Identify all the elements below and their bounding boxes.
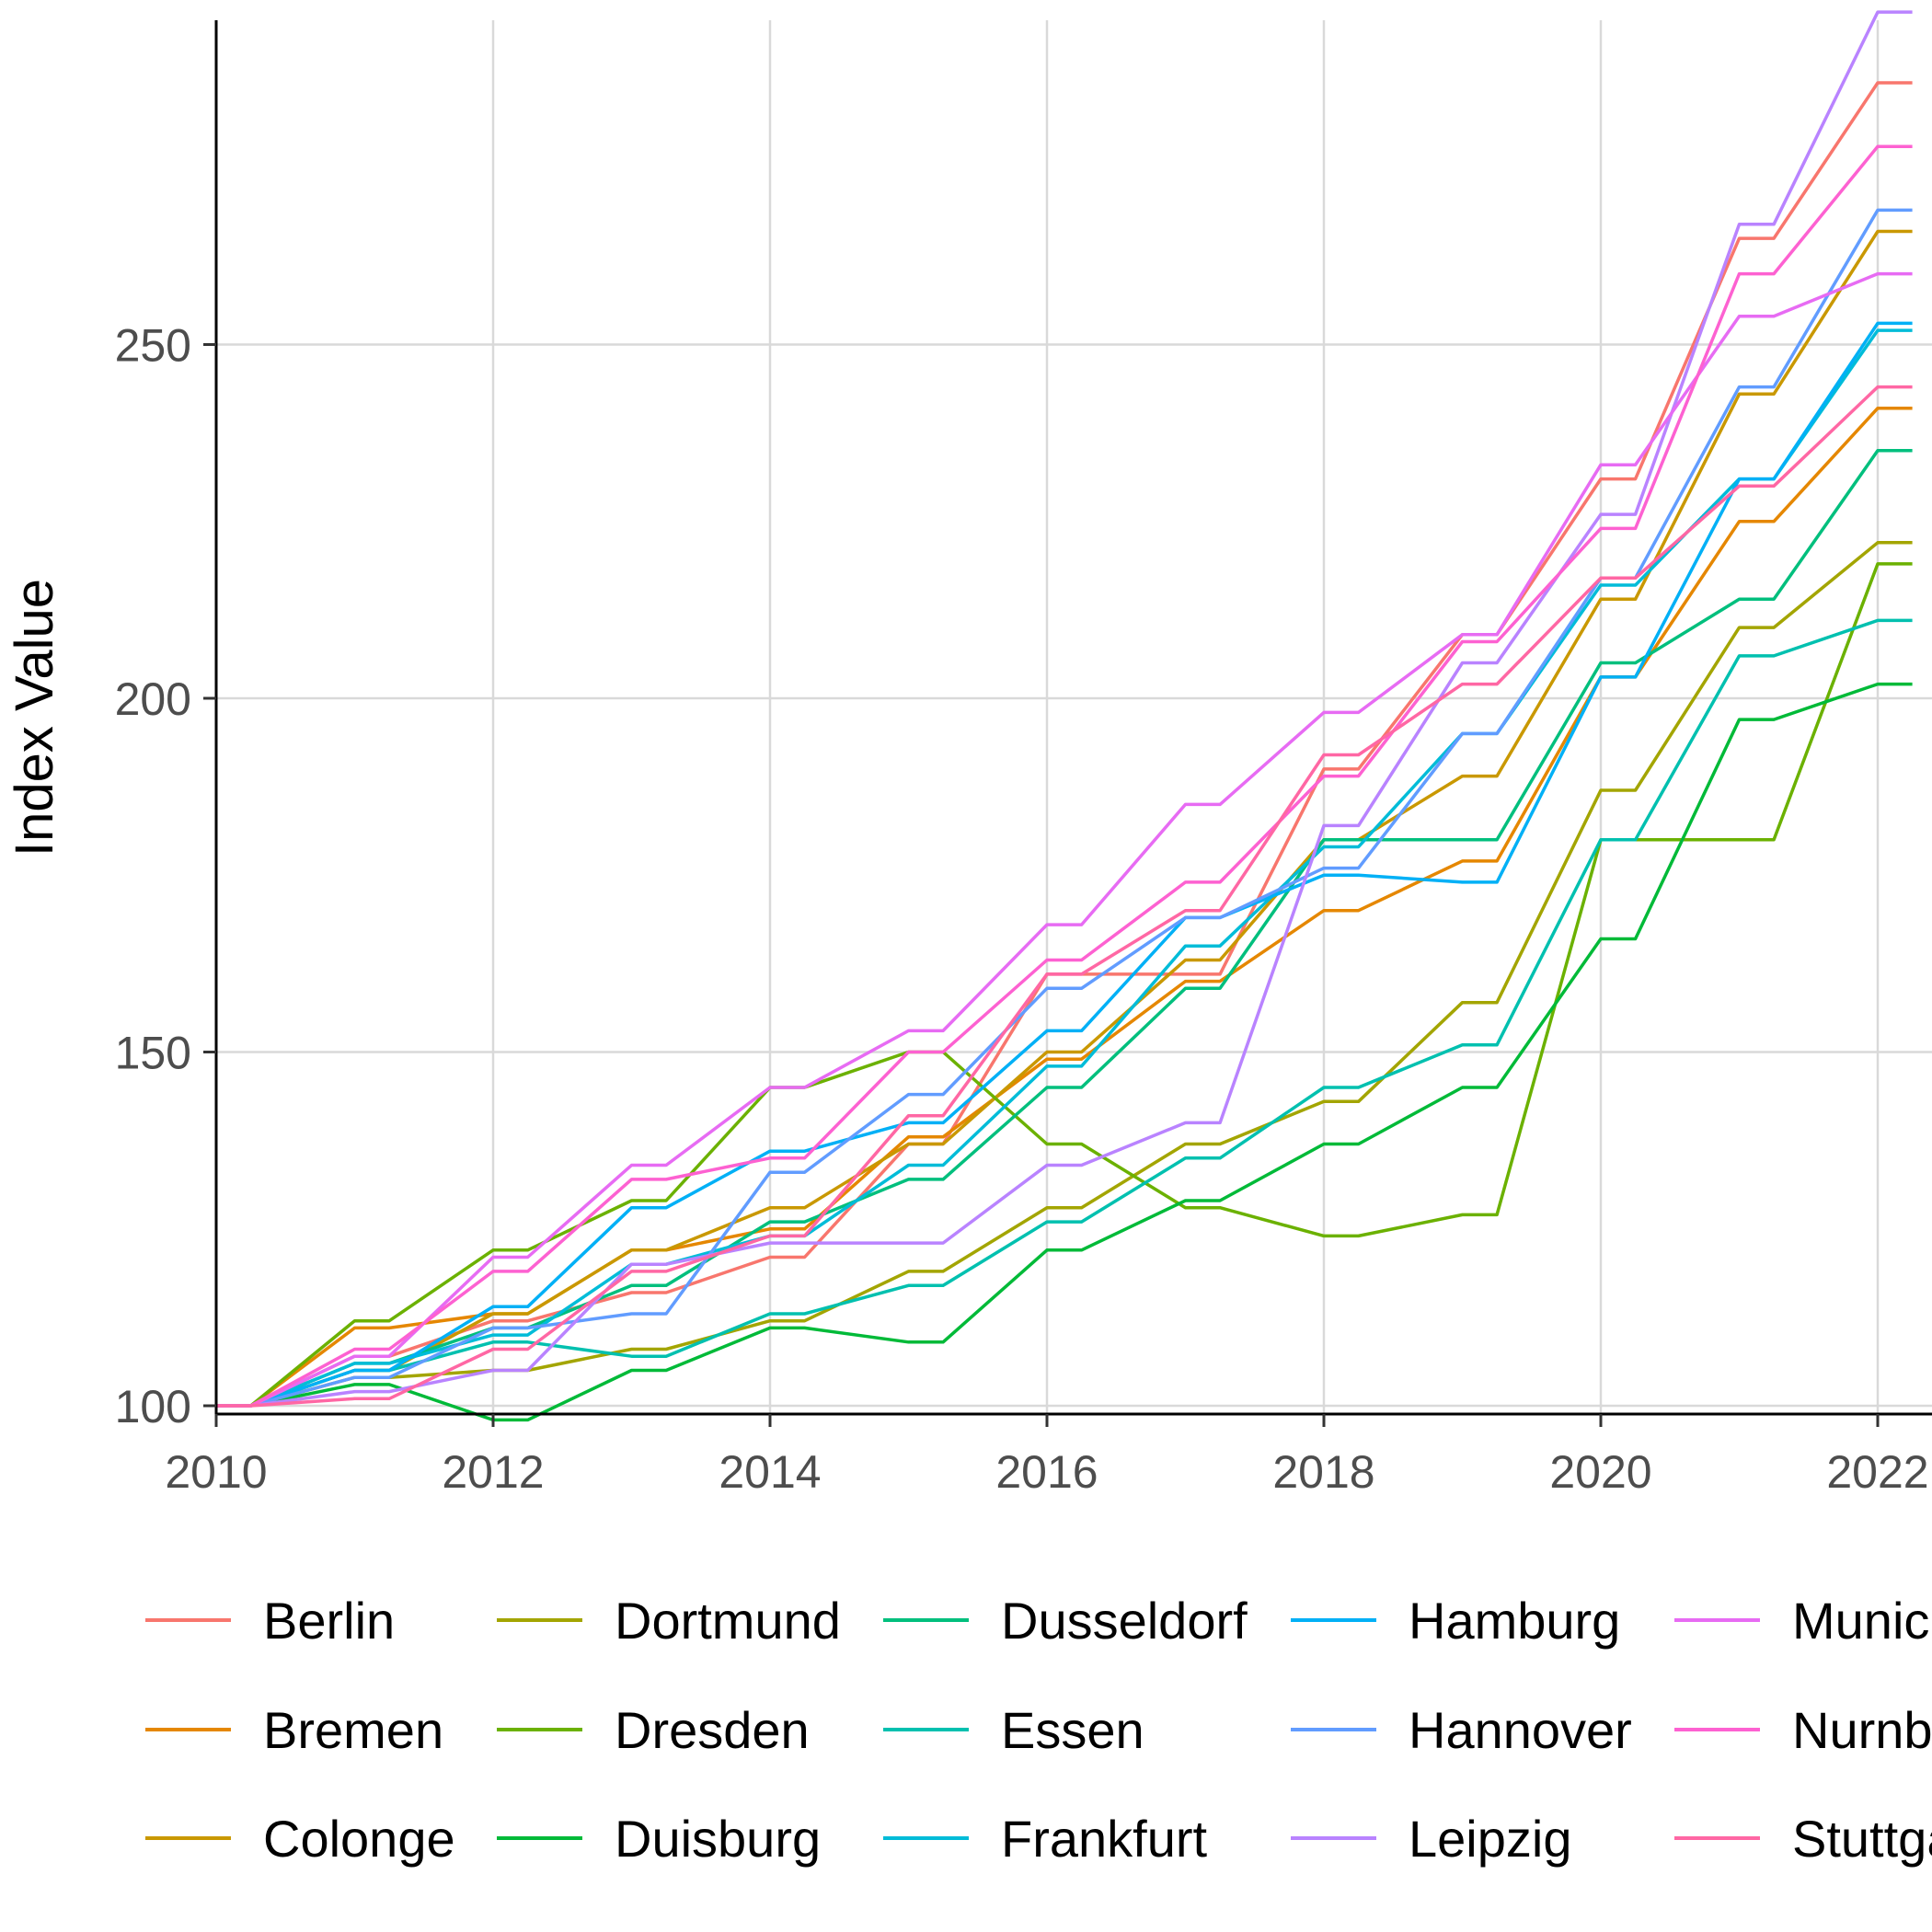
y-tick-label: 200 (115, 673, 191, 725)
series-line-leipzig (216, 10, 1913, 1408)
y-tick-label: 250 (115, 320, 191, 372)
x-tick-label: 2018 (1272, 1446, 1374, 1498)
legend-label: Hamburg (1409, 1592, 1620, 1650)
legend-item-dusseldorf: Dusseldorf (883, 1592, 1248, 1650)
x-tick-label: 2016 (995, 1446, 1098, 1498)
legend-label: Frankfurt (1001, 1810, 1207, 1868)
legend-label: Colonge (263, 1810, 455, 1868)
legend-label: Leipzig (1409, 1810, 1571, 1868)
legend-item-duisburg: Duisburg (497, 1810, 821, 1868)
legend-item-frankfurt: Frankfurt (883, 1810, 1207, 1868)
legend-item-leipzig: Leipzig (1291, 1810, 1571, 1868)
series-line-duisburg (216, 682, 1913, 1422)
legend-item-munich: Munich (1674, 1592, 1932, 1650)
series-lines (216, 10, 1913, 1422)
legend-item-essen: Essen (883, 1701, 1144, 1759)
gridlines (214, 20, 1932, 1414)
legend-label: Munich (1792, 1592, 1932, 1650)
legend-item-dortmund: Dortmund (497, 1592, 841, 1650)
legend-item-stuttgart: Stuttgart (1674, 1810, 1932, 1868)
legend-item-nurnberg: Nurnberg (1674, 1701, 1932, 1759)
legend-item-hamburg: Hamburg (1291, 1592, 1620, 1650)
x-tick-label: 2020 (1549, 1446, 1651, 1498)
series-line-stuttgart (216, 385, 1913, 1408)
ticks: 2010 2012 2014 2016 2018 2020 2022 100 150 200 250 (115, 320, 1929, 1499)
series-line-frankfurt (216, 328, 1913, 1408)
legend-label: Dusseldorf (1001, 1592, 1248, 1650)
legend-item-colonge: Colonge (145, 1810, 455, 1868)
legend-label: Berlin (263, 1592, 395, 1650)
y-tick-label: 150 (115, 1028, 191, 1079)
legend-item-dresden: Dresden (497, 1701, 810, 1759)
x-tick-label: 2014 (719, 1446, 821, 1498)
legend-label: Bremen (263, 1701, 443, 1759)
legend-label: Dortmund (615, 1592, 841, 1650)
y-tick-label: 100 (115, 1381, 191, 1432)
x-tick-label: 2012 (442, 1446, 544, 1498)
y-axis-title: Index Value (5, 579, 64, 857)
legend-label: Stuttgart (1792, 1810, 1932, 1868)
legend-label: Hannover (1409, 1701, 1632, 1759)
legend: Berlin Bremen Colonge Dortmund Dresden Duisbu… (145, 1592, 1932, 1868)
series-line-essen (216, 618, 1913, 1408)
x-tick-label: 2022 (1826, 1446, 1928, 1498)
x-tick-label: 2010 (165, 1446, 267, 1498)
legend-label: Dresden (615, 1701, 810, 1759)
legend-item-berlin: Berlin (145, 1592, 395, 1650)
series-line-munich (216, 271, 1913, 1408)
series-line-hamburg (216, 321, 1913, 1408)
series-line-nurnberg (216, 144, 1913, 1408)
legend-label: Nurnberg (1792, 1701, 1932, 1759)
series-line-dusseldorf (216, 449, 1913, 1408)
legend-item-bremen: Bremen (145, 1701, 443, 1759)
legend-item-hannover: Hannover (1291, 1701, 1632, 1759)
legend-label: Duisburg (615, 1810, 821, 1868)
legend-label: Essen (1001, 1701, 1144, 1759)
axes (214, 20, 1932, 1416)
series-line-hannover (216, 208, 1913, 1408)
series-line-colonge (216, 229, 1913, 1408)
